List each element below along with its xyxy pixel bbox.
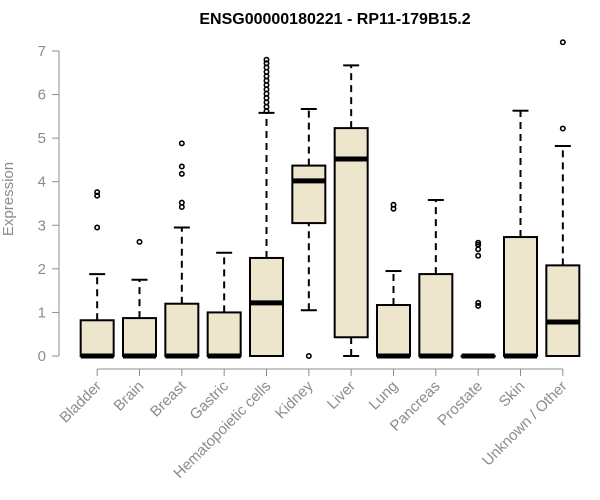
y-tick-label: 0 bbox=[38, 348, 46, 365]
y-tick-label: 4 bbox=[38, 174, 46, 191]
box-rect bbox=[291, 164, 327, 225]
x-tick-label: Skin bbox=[496, 378, 529, 411]
x-tick-label: Lung bbox=[366, 378, 402, 414]
outlier-point bbox=[94, 192, 101, 199]
y-tick-label: 6 bbox=[38, 87, 46, 104]
outlier-point bbox=[390, 201, 397, 208]
x-tick-label: Breast bbox=[147, 377, 190, 420]
box-series bbox=[79, 39, 581, 359]
y-tick-label: 1 bbox=[38, 304, 46, 321]
outlier-point bbox=[178, 170, 185, 177]
outlier-point bbox=[475, 299, 482, 306]
outlier-point bbox=[178, 140, 185, 147]
box-group bbox=[122, 238, 157, 359]
outlier-point bbox=[475, 302, 482, 309]
y-tick-label: 7 bbox=[38, 43, 46, 60]
box-group bbox=[206, 251, 242, 359]
box-group bbox=[503, 109, 538, 359]
box-group bbox=[418, 199, 454, 359]
box-rect bbox=[164, 302, 200, 358]
box-group bbox=[249, 56, 284, 358]
box-rect bbox=[545, 264, 581, 357]
x-tick-label: Brain bbox=[111, 378, 148, 415]
box-rect bbox=[418, 273, 454, 358]
box-rect bbox=[206, 311, 242, 357]
outlier-point bbox=[475, 252, 482, 259]
outlier-point bbox=[263, 60, 270, 67]
outlier-point bbox=[178, 163, 185, 170]
box-rect bbox=[79, 319, 115, 357]
x-tick-label: Bladder bbox=[56, 378, 105, 427]
box-group bbox=[164, 140, 200, 359]
box-rect bbox=[333, 127, 369, 339]
outlier-point bbox=[136, 238, 143, 245]
box-rect bbox=[122, 317, 157, 358]
y-tick-label: 2 bbox=[38, 261, 46, 278]
x-tick-label: Kidney bbox=[272, 377, 317, 422]
box-group bbox=[376, 201, 411, 359]
box-group bbox=[545, 39, 581, 357]
box-group bbox=[79, 189, 115, 359]
outlier-point bbox=[94, 189, 101, 196]
box-rect bbox=[249, 256, 284, 358]
y-tick-label: 5 bbox=[38, 130, 46, 147]
box-group bbox=[291, 107, 327, 359]
box-rect bbox=[376, 304, 411, 357]
y-tick-label: 3 bbox=[38, 217, 46, 234]
outlier-point bbox=[305, 352, 312, 359]
outlier-point bbox=[475, 239, 482, 246]
outlier-point bbox=[263, 56, 270, 63]
y-axis-label: Expression bbox=[0, 162, 17, 236]
box-rect bbox=[503, 236, 538, 357]
outlier-point bbox=[559, 39, 566, 46]
x-tick-label: Prostate bbox=[434, 378, 486, 430]
y-axis: 0 1 2 3 4 5 6 7 bbox=[38, 43, 60, 365]
outlier-point bbox=[178, 199, 185, 206]
box-group bbox=[333, 64, 369, 357]
outlier-point bbox=[475, 241, 482, 248]
box-group bbox=[460, 239, 496, 359]
chart-title: ENSG00000180221 - RP11-179B15.2 bbox=[199, 11, 470, 28]
x-tick-label: Liver bbox=[324, 378, 359, 413]
outlier-point bbox=[559, 125, 566, 132]
outlier-point bbox=[94, 224, 101, 231]
